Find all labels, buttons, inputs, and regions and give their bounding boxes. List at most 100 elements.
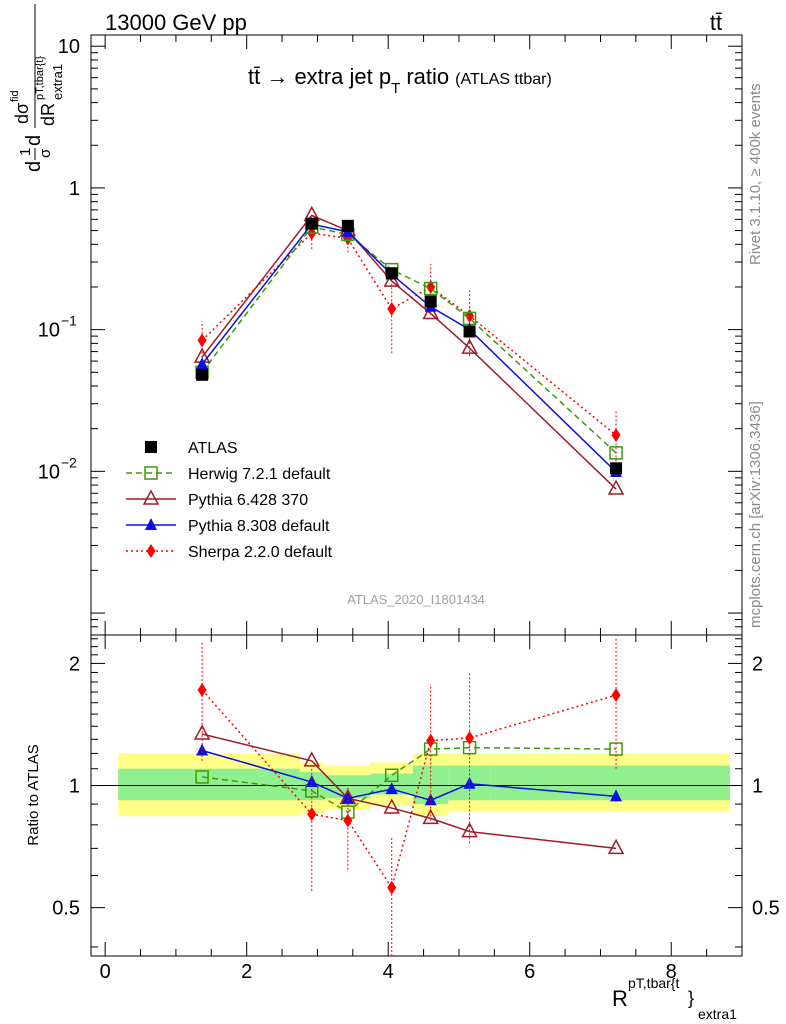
series-herwig bbox=[195, 220, 623, 460]
legend-entry-pythia8: Pythia 8.308 default bbox=[126, 518, 330, 535]
atlas-data-point bbox=[385, 267, 398, 280]
atlas-data-point bbox=[610, 462, 623, 475]
sherpa-ratio-marker bbox=[611, 688, 621, 703]
legend-entry-sherpa: Sherpa 2.2.0 default bbox=[126, 544, 333, 561]
ratio-y-tick-label: 1 bbox=[69, 776, 80, 798]
ratio-y-tick-label: 0.5 bbox=[52, 898, 80, 920]
ratio-band-inner bbox=[490, 765, 730, 801]
x-label-main: R bbox=[612, 986, 628, 1011]
plot-title: tt̄ → extra jet pT ratio (ATLAS ttbar) bbox=[248, 64, 552, 97]
pythia8-marker bbox=[196, 357, 209, 370]
x-tick-label: 8 bbox=[666, 961, 677, 983]
pythia8-line bbox=[201, 223, 617, 473]
herwig-marker bbox=[423, 281, 438, 296]
herwig-ratio-marker bbox=[384, 768, 399, 783]
y-label-den-sup: pT,tbar{t} bbox=[34, 56, 46, 100]
legend-marker-pythia6 bbox=[142, 489, 160, 505]
legend-entry-atlas: ATLAS bbox=[145, 440, 238, 457]
sherpa-ratio-marker bbox=[387, 880, 397, 895]
legend-label-pythia6: Pythia 6.428 370 bbox=[188, 492, 308, 509]
ratio-plot-frame bbox=[90, 634, 743, 957]
ratio-y-tick-label: 2 bbox=[69, 653, 80, 675]
sherpa-ratio-marker bbox=[197, 682, 207, 697]
header-process: tt̄ bbox=[710, 10, 722, 35]
ratio-y-tick-label-right: 1 bbox=[752, 776, 763, 798]
main-x-axis-ticks bbox=[104, 35, 743, 635]
pythia6-ratio-marker bbox=[461, 821, 478, 838]
series-sherpa bbox=[197, 220, 621, 466]
y-tick-label: 10 bbox=[58, 36, 80, 58]
ratio-y-axis-label: Ratio to ATLAS bbox=[25, 744, 42, 845]
sherpa-ratio-marker bbox=[426, 733, 436, 748]
y-tick-label-exponent: −2 bbox=[61, 454, 77, 470]
atlas-data-point bbox=[196, 368, 209, 381]
ratio-data-series bbox=[193, 638, 625, 956]
sherpa-ratio-marker bbox=[343, 813, 353, 828]
herwig-marker bbox=[609, 446, 623, 460]
x-tick-label: 0 bbox=[100, 961, 111, 983]
y-label-d: d bbox=[23, 135, 45, 146]
herwig-ratio-line bbox=[201, 746, 617, 814]
atlas-data-point bbox=[463, 325, 476, 338]
pythia6-line bbox=[201, 214, 617, 490]
y-tick-label-exponent: −1 bbox=[61, 313, 77, 329]
ratio-plot-panel: 0.5 0.5 1 1 2 2 0 2 4 6 8 Ratio to ATLAS bbox=[25, 634, 780, 983]
y-tick-label: 10 bbox=[38, 461, 60, 483]
y-label-frac-den: σ bbox=[37, 148, 54, 158]
pythia6-marker bbox=[422, 303, 439, 320]
legend-marker-sherpa bbox=[146, 544, 156, 558]
legend-label-atlas: ATLAS bbox=[188, 440, 238, 457]
legend-entry-herwig: Herwig 7.2.1 default bbox=[126, 466, 331, 483]
mcplots-label: mcplots.cern.ch [arXiv:1306.3436] bbox=[747, 401, 764, 628]
ratio-y-axis: 0.5 0.5 1 1 2 2 bbox=[52, 638, 780, 948]
main-data-series bbox=[193, 205, 625, 495]
y-label-num-sup: fid bbox=[9, 90, 21, 102]
legend-label-herwig: Herwig 7.2.1 default bbox=[188, 466, 331, 483]
ratio-y-tick-label-right: 0.5 bbox=[752, 898, 780, 920]
ratio-y-tick-label-right: 2 bbox=[752, 653, 763, 675]
analysis-watermark: ATLAS_2020_I1801434 bbox=[347, 592, 485, 607]
sherpa-marker bbox=[197, 333, 207, 348]
y-label-num: dσ bbox=[12, 103, 32, 124]
main-y-axis-label: d 1 σ d dσ fid dR pT,tbar{t} extra1 bbox=[9, 4, 65, 172]
x-label-brace: } bbox=[688, 988, 694, 1008]
y-tick-label: 1 bbox=[69, 178, 80, 200]
series-atlas bbox=[196, 217, 623, 475]
atlas-data-point bbox=[424, 295, 437, 308]
sherpa-marker bbox=[611, 428, 621, 443]
herwig-marker bbox=[462, 311, 477, 326]
legend-label-pythia8: Pythia 8.308 default bbox=[188, 518, 330, 535]
legend-label-sherpa: Sherpa 2.2.0 default bbox=[188, 544, 333, 561]
x-axis-label: R pT,tbar{t } extra1 bbox=[612, 975, 737, 1022]
pythia6-marker bbox=[461, 338, 478, 354]
x-axis: 0 2 4 6 8 bbox=[100, 635, 743, 983]
header-energy: 13000 GeV pp bbox=[105, 10, 247, 35]
y-label-d-prefix: d bbox=[23, 161, 45, 172]
herwig-line bbox=[201, 226, 617, 454]
y-label-den-sub: extra1 bbox=[50, 64, 65, 100]
sherpa-ratio-marker bbox=[465, 730, 475, 745]
series-pythia8 bbox=[196, 217, 623, 477]
ratio-band-inner bbox=[118, 768, 300, 801]
y-label-frac-num: 1 bbox=[17, 148, 34, 156]
pythia8-ratio-marker bbox=[610, 789, 623, 802]
pythia6-ratio-line bbox=[201, 733, 617, 850]
ratio-series-sherpa bbox=[197, 638, 621, 956]
sherpa-ratio-marker bbox=[307, 807, 317, 822]
pythia6-ratio-marker bbox=[383, 798, 400, 814]
pythia8-ratio-marker bbox=[385, 782, 398, 795]
x-tick-label: 2 bbox=[241, 961, 252, 983]
pythia6-marker bbox=[607, 479, 625, 495]
legend-entry-pythia6: Pythia 6.428 370 bbox=[126, 489, 308, 509]
x-tick-label: 6 bbox=[524, 961, 535, 983]
legend: ATLAS Herwig 7.2.1 default Pythia 6.428 37… bbox=[126, 440, 333, 561]
rivet-label: Rivet 3.1.10, ≥ 400k events bbox=[747, 83, 764, 265]
pythia6-ratio-marker bbox=[303, 751, 321, 767]
legend-marker-pythia8 bbox=[145, 518, 157, 530]
x-tick-label: 4 bbox=[383, 961, 394, 983]
series-pythia6 bbox=[193, 205, 625, 495]
y-label-den: dR bbox=[38, 103, 58, 126]
